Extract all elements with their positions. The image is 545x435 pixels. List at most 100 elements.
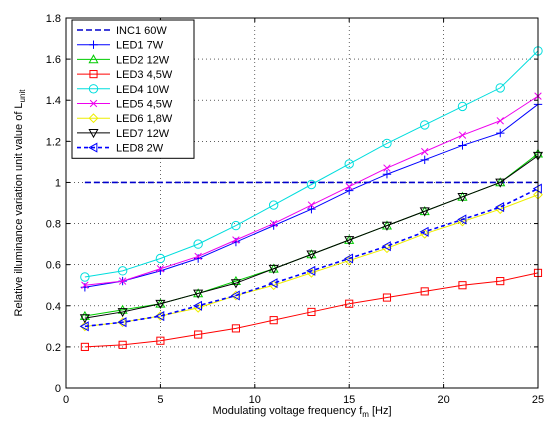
marker-triangle-down <box>306 250 317 260</box>
marker-x <box>118 277 127 285</box>
marker-circle <box>382 138 392 149</box>
marker-triangle-left <box>117 317 127 328</box>
y-axis-label-subscript: unit <box>18 89 27 103</box>
y-tick-label: 0 <box>55 383 61 395</box>
series-led7-12w <box>79 151 544 324</box>
legend-entry: LED5 4,5W <box>77 99 173 111</box>
y-tick-label: 1.6 <box>46 54 61 66</box>
marker-triangle-down <box>495 178 506 188</box>
y-tick-label: 0.8 <box>46 219 61 231</box>
marker-plus <box>269 221 278 230</box>
legend: INC1 60W LED1 7W LED2 12W LED3 4,5W LED4 10W… <box>71 19 195 159</box>
legend-entry: INC1 60W <box>77 25 167 37</box>
marker-triangle-left <box>419 226 429 237</box>
marker-diamond <box>117 317 128 328</box>
series-led2-12w <box>79 148 544 320</box>
y-tick-label: 0.4 <box>46 301 61 313</box>
marker-x <box>307 201 316 209</box>
marker-circle <box>231 220 241 231</box>
marker-triangle-down <box>419 207 430 217</box>
marker-x <box>232 236 240 244</box>
legend-label: LED5 4,5W <box>116 99 173 111</box>
marker-x <box>421 147 429 156</box>
y-tick-label: 0.2 <box>46 342 61 354</box>
marker-triangle-up <box>117 304 128 314</box>
series-led5-4-5w <box>81 92 542 289</box>
marker-square <box>194 330 203 339</box>
marker-triangle-left <box>343 253 354 264</box>
x-axis-label-unit: [Hz] <box>369 405 392 417</box>
x-tick-label: 20 <box>437 394 449 406</box>
marker-triangle-up <box>79 310 90 320</box>
marker-plus <box>345 186 354 195</box>
marker-triangle-left <box>268 278 278 289</box>
marker-plus <box>458 141 467 150</box>
marker-circle <box>268 200 279 210</box>
x-axis-label-subscript: m <box>362 410 369 419</box>
marker-triangle-left <box>230 290 240 301</box>
marker-x <box>194 252 202 261</box>
series-line <box>84 153 539 317</box>
marker-x <box>269 219 278 228</box>
marker-triangle-left <box>381 241 391 252</box>
marker-x <box>81 281 89 289</box>
series-line <box>84 187 539 328</box>
marker-square <box>382 293 392 302</box>
series-led8-2w <box>79 183 542 332</box>
marker-plus <box>382 170 392 179</box>
marker-plus <box>496 128 505 138</box>
marker-circle <box>306 179 317 190</box>
legend-label: LED6 1,8W <box>116 113 173 125</box>
marker-x <box>156 265 165 273</box>
marker-square <box>118 340 127 349</box>
legend-entry: LED1 7W <box>77 40 164 52</box>
marker-plus <box>80 283 90 292</box>
marker-circle <box>80 272 90 282</box>
marker-triangle-left <box>495 202 505 213</box>
marker-x <box>345 182 353 191</box>
legend-label: LED3 4,5W <box>116 69 173 81</box>
y-tick-label: 0.6 <box>46 260 61 272</box>
marker-square <box>420 287 429 296</box>
y-tick-label: 1.8 <box>46 13 61 25</box>
marker-triangle-down <box>79 314 90 324</box>
marker-circle <box>117 266 128 276</box>
marker-x <box>496 117 504 125</box>
x-tick-label: 10 <box>249 394 261 406</box>
legend-label: LED1 7W <box>116 40 164 52</box>
marker-circle <box>344 159 354 169</box>
marker-square <box>307 307 316 317</box>
legend-label: LED4 10W <box>116 84 170 96</box>
marker-triangle-up <box>230 275 241 285</box>
marker-x <box>458 131 467 139</box>
marker-circle <box>457 101 468 112</box>
series-line <box>84 155 539 319</box>
y-tick-label: 1 <box>55 177 61 189</box>
marker-triangle-down <box>88 129 99 139</box>
x-tick-label: 15 <box>343 394 355 406</box>
marker-plus <box>307 204 316 214</box>
y-tick-label: 1.4 <box>46 95 61 107</box>
marker-triangle-left <box>306 265 316 276</box>
marker-square <box>156 336 165 345</box>
marker-plus <box>193 254 203 263</box>
legend-entry: LED2 12W <box>77 54 170 66</box>
plot-frame <box>65 17 539 389</box>
marker-x <box>383 164 391 172</box>
marker-diamond <box>79 321 90 332</box>
x-axis-label: Modulating voltage frequency fm [Hz] <box>212 405 391 419</box>
marker-circle <box>193 239 203 249</box>
marker-triangle-up <box>88 54 99 64</box>
tick-labels: 0 5 10 15 20 25 0 0.2 0.4 0.6 0.8 1 1.2 1.4 1.6 1.8 <box>46 13 544 406</box>
marker-square <box>80 342 89 351</box>
marker-triangle-down <box>268 264 279 275</box>
marker-circle <box>420 120 430 130</box>
legend-entry: LED7 12W <box>77 128 170 140</box>
marker-triangle-down <box>230 279 241 289</box>
series-line <box>84 272 539 348</box>
series-group <box>79 46 544 351</box>
x-tick-label: 5 <box>157 394 163 406</box>
marker-triangle-left <box>155 311 165 322</box>
